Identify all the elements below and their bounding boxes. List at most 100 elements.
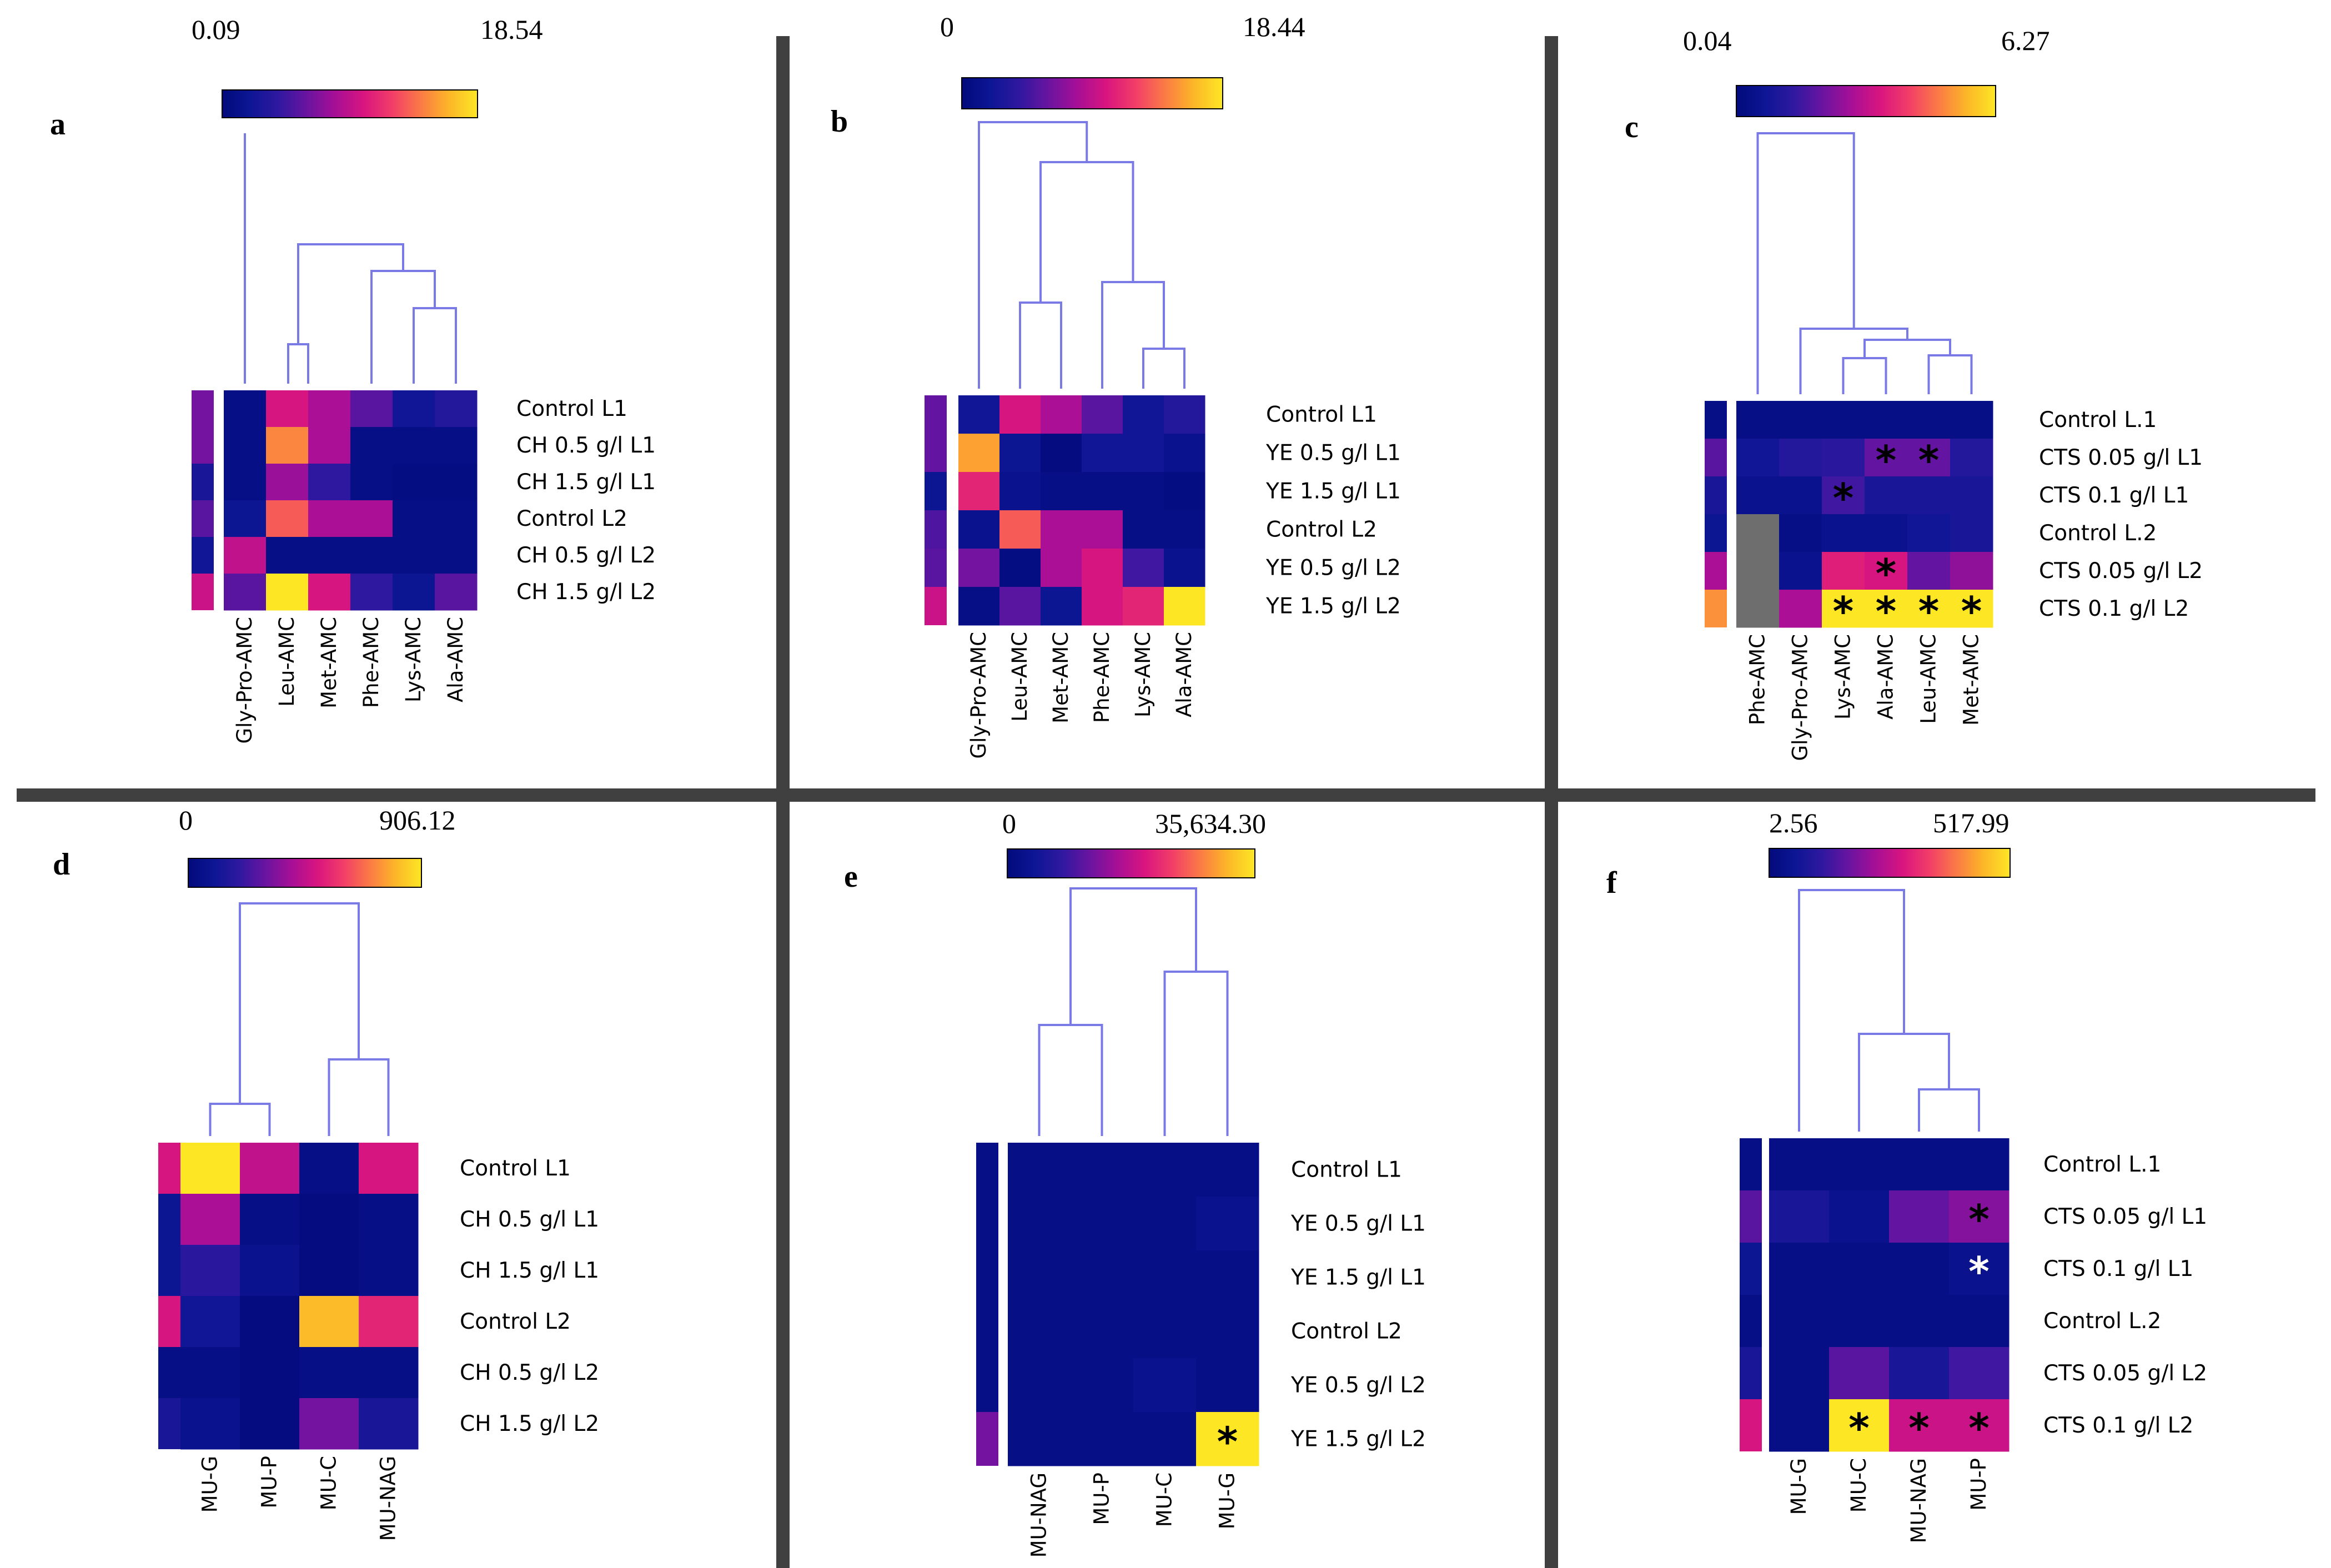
row-label: CH 0.5 g/l L1 <box>460 1207 599 1232</box>
heatmap-cell <box>999 395 1041 434</box>
heatmap-cell <box>224 574 267 611</box>
heatmap-cell <box>350 427 393 464</box>
column-label: MU-P <box>258 1456 282 1509</box>
heatmap-cell <box>1779 552 1822 590</box>
heatmap-cell <box>1865 552 1908 590</box>
row-label: CH 0.5 g/l L2 <box>460 1360 599 1385</box>
heatmap-cell <box>359 1347 419 1399</box>
row-label: CTS 0.05 g/l L2 <box>2039 559 2203 584</box>
heatmap-cell <box>224 464 267 501</box>
heatmap-cell <box>308 390 351 428</box>
dendrogram-link <box>1038 1024 1103 1136</box>
heatmap-cell <box>1008 1197 1071 1251</box>
column-label: MU-NAG <box>1907 1458 1931 1543</box>
row-annotation-cell <box>192 537 214 574</box>
heatmap-cell <box>1865 514 1908 552</box>
heatmap-cell <box>240 1143 300 1194</box>
heatmap-cell <box>1196 1250 1259 1305</box>
divider-vertical-right <box>1545 36 1558 1568</box>
heatmap-cell <box>393 427 435 464</box>
dendrogram-link <box>209 1103 271 1136</box>
heatmap-cell <box>1133 1143 1197 1197</box>
heatmap-cell <box>1769 1399 1830 1452</box>
heatmap-cell <box>240 1194 300 1245</box>
row-label: CH 0.5 g/l L1 <box>516 433 656 458</box>
column-label: Ala-AMC <box>1874 634 1898 720</box>
heatmap-cell <box>224 390 267 428</box>
heatmap-cell <box>435 574 478 611</box>
heatmap-cell <box>1071 1412 1134 1466</box>
heatmap-cell <box>1907 514 1951 552</box>
row-label: Control L2 <box>460 1309 571 1334</box>
heatmap-cell <box>266 464 309 501</box>
row-annotation-cell <box>158 1143 180 1194</box>
row-label: Control L2 <box>1291 1319 1402 1344</box>
heatmap-cell <box>1950 476 1993 515</box>
row-label: CH 1.5 g/l L2 <box>516 580 656 605</box>
heatmap-cell <box>1907 590 1951 628</box>
heatmap-cell <box>299 1194 359 1245</box>
column-label: Lys-AMC <box>1831 634 1855 720</box>
heatmap-cell <box>1164 549 1205 587</box>
row-label: Control L1 <box>1291 1158 1402 1183</box>
heatmap-cell <box>393 390 435 428</box>
row-annotation-cell <box>1705 590 1727 627</box>
row-annotation-cell <box>1740 1347 1762 1399</box>
row-label: YE 0.5 g/l L1 <box>1265 441 1401 466</box>
heatmap-cell <box>1949 1295 2010 1348</box>
column-label: Phe-AMC <box>359 617 383 708</box>
heatmap-cell <box>435 390 478 428</box>
heatmap-cell <box>1196 1304 1259 1359</box>
dendrogram-link <box>1101 281 1165 389</box>
row-label: Control L1 <box>516 396 627 421</box>
column-label: Met-AMC <box>1960 634 1983 726</box>
heatmap-cell <box>1123 434 1164 473</box>
row-label: YE 1.5 g/l L2 <box>1265 594 1401 619</box>
column-label: MU-G <box>1787 1458 1811 1515</box>
dendrogram-link <box>1069 887 1197 1025</box>
row-annotation-cell <box>1740 1190 1762 1243</box>
heatmap-cell <box>1736 590 1780 628</box>
dendrogram-link <box>978 121 1088 389</box>
heatmap-cell <box>1736 514 1780 552</box>
heatmap-cell <box>308 500 351 537</box>
dendrogram-link <box>1918 1088 1980 1132</box>
column-label: Met-AMC <box>317 617 341 708</box>
heatmap-cell <box>1907 552 1951 590</box>
dendrogram-link <box>413 307 457 384</box>
heatmap-cell <box>1082 510 1123 549</box>
significance-star: * <box>1968 1405 1990 1451</box>
heatmap-cell <box>240 1398 300 1450</box>
heatmap-cell <box>1822 514 1865 552</box>
column-label: Gly-Pro-AMC <box>233 617 257 744</box>
scale-min-label: 0 <box>940 11 954 42</box>
row-label: Control L2 <box>1266 517 1377 542</box>
scale-min-label: 0 <box>179 805 193 836</box>
scale-min-label: 0 <box>1002 808 1016 839</box>
heatmap-cell <box>1822 401 1865 439</box>
column-label: Lys-AMC <box>401 617 425 702</box>
row-label: CH 1.5 g/l L2 <box>460 1411 599 1436</box>
heatmap-cell <box>1071 1143 1134 1197</box>
panel-letter: a <box>50 107 66 142</box>
row-label: YE 0.5 g/l L1 <box>1290 1212 1426 1237</box>
heatmap-cell <box>1041 472 1082 511</box>
heatmap-cell <box>299 1296 359 1348</box>
color-scale-bar <box>188 858 422 888</box>
heatmap-cell <box>1133 1197 1197 1251</box>
significance-star: * <box>1876 588 1897 635</box>
row-label: CH 1.5 g/l L1 <box>516 470 656 495</box>
heatmap-cell <box>1829 1190 1890 1243</box>
heatmap-cell <box>1779 439 1822 477</box>
panel-b: b 0 18.44 Control L1 YE 0.5 g/l L1 YE 1.5 g/l… <box>831 11 1401 759</box>
row-annotation-cell <box>925 434 947 472</box>
significance-star: * <box>1876 437 1897 484</box>
heatmap-cell <box>1008 1412 1071 1466</box>
column-label: Ala-AMC <box>1172 632 1196 717</box>
row-label: CTS 0.1 g/l L2 <box>2043 1413 2193 1438</box>
row-label: YE 0.5 g/l L2 <box>1265 556 1401 581</box>
heatmap-cell <box>1779 476 1822 515</box>
heatmap-cell <box>1779 590 1822 628</box>
row-label: YE 0.5 g/l L2 <box>1290 1373 1426 1398</box>
heatmap-cell <box>359 1296 419 1348</box>
